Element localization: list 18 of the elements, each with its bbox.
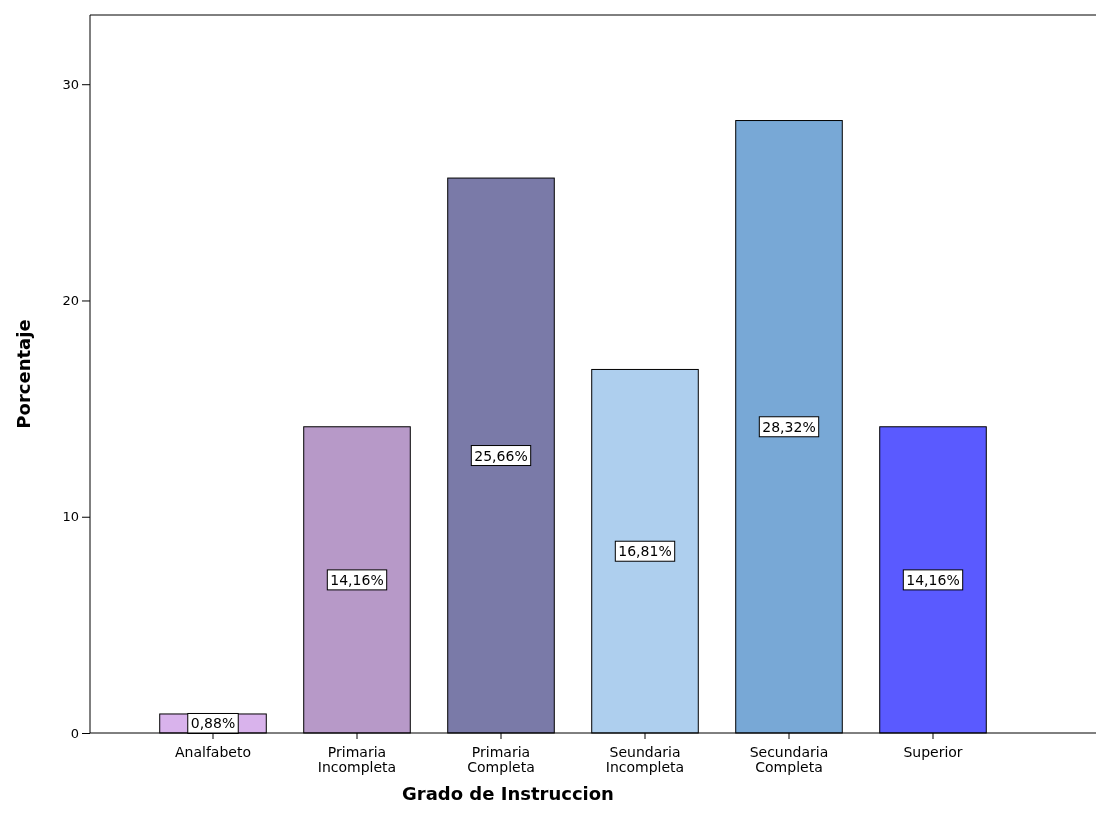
y-tick-label: 10	[62, 509, 79, 525]
data-label: 14,16%	[906, 571, 960, 588]
x-tick-label: Primaria Completa	[467, 744, 535, 775]
data-label: 0,88%	[190, 715, 236, 732]
data-label: 14,16%	[330, 571, 384, 588]
data-label: 28,32%	[762, 418, 816, 435]
x-tick-label: Superior	[903, 744, 963, 760]
x-axis-title: Grado de Instruccion	[402, 783, 614, 804]
data-label: 16,81%	[618, 543, 672, 560]
y-tick-label: 30	[62, 76, 79, 92]
y-axis-title: Porcentaje	[13, 319, 34, 429]
x-tick-label: Seundaria Incompleta	[605, 744, 685, 775]
x-tick-label: Analfabeto	[175, 744, 251, 760]
x-tick-label: Secundaria Completa	[749, 744, 829, 775]
data-label: 25,66%	[474, 447, 528, 464]
x-tick-label: Primaria Incompleta	[317, 744, 397, 775]
y-tick-label: 20	[62, 293, 79, 309]
y-tick-label: 0	[70, 725, 79, 741]
